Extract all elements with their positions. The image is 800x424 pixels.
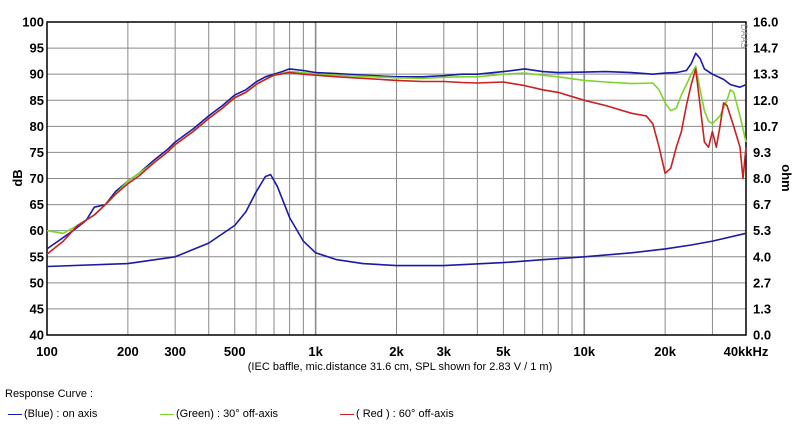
- x-tick-label: 200: [117, 344, 139, 359]
- y-right-tick-label: 12.0: [753, 93, 778, 108]
- x-tick-label: 100: [36, 344, 58, 359]
- legend-title: Response Curve :: [5, 388, 94, 400]
- y-right-tick-label: 16.0: [753, 15, 778, 30]
- y-left-tick-label: 100: [22, 15, 44, 30]
- x-tick-label: 1k: [308, 344, 323, 359]
- y-right-tick-label: 0.0: [753, 328, 771, 343]
- y-right-tick-label: 14.7: [753, 41, 778, 56]
- y-left-tick-label: 60: [30, 223, 44, 238]
- y-left-tick-label: 90: [30, 67, 44, 82]
- y-left-tick-label: 85: [30, 93, 44, 108]
- x-tick-label: 2k: [389, 344, 404, 359]
- legend: Response Curve : (Blue) : on axis (Green…: [0, 380, 800, 424]
- legend-label-green: (Green) : 30° off-axis: [176, 408, 279, 420]
- legend-swatch-green: [160, 413, 174, 415]
- y-right-tick-label: 2.7: [753, 275, 771, 290]
- y-left-tick-label: 40: [30, 328, 44, 343]
- y-left-tick-label: 95: [30, 41, 44, 56]
- y-right-tick-label: 6.7: [753, 197, 771, 212]
- plot-frame: [46, 21, 747, 336]
- y-right-tick-label: 5.3: [753, 223, 771, 238]
- y-left-tick-label: 45: [30, 301, 44, 316]
- x-tick-label: 5k: [496, 344, 511, 359]
- series-line-red-60deg: [46, 68, 747, 255]
- y-left-tick-label: 50: [30, 275, 44, 290]
- y-right-tick-label: 9.3: [753, 145, 771, 160]
- watermark: DAAS: [739, 24, 749, 49]
- y-left-tick-label: 80: [30, 119, 44, 134]
- y-right-tick-label: 1.3: [753, 301, 771, 316]
- series-layer: [46, 52, 747, 268]
- y-axis-label-right: ohm: [779, 164, 794, 191]
- legend-item-red: ( Red ) : 60° off-axis: [340, 408, 454, 420]
- legend-item-blue: (Blue) : on axis: [8, 408, 97, 420]
- y-right-tick-label: 8.0: [753, 171, 771, 186]
- y-right-tick-label: 13.3: [753, 67, 778, 82]
- chart-caption: (IEC baffle, mic.distance 31.6 cm, SPL s…: [248, 361, 552, 373]
- y-left-tick-label: 55: [30, 249, 44, 264]
- legend-item-green: (Green) : 30° off-axis: [160, 408, 278, 420]
- y-left-tick-label: 75: [30, 145, 44, 160]
- legend-label-blue: (Blue) : on axis: [24, 408, 98, 420]
- series-line-impedance: [46, 173, 747, 268]
- x-tick-label: 40kkHz: [724, 344, 769, 359]
- x-tick-label: 300: [164, 344, 186, 359]
- x-tick-label: 10k: [573, 344, 595, 359]
- x-tick-label: 500: [224, 344, 246, 359]
- y-axis-label-left: dB: [10, 169, 25, 186]
- legend-label-red: ( Red ) : 60° off-axis: [356, 408, 454, 420]
- y-right-tick-label: 10.7: [753, 119, 778, 134]
- legend-swatch-red: [340, 413, 354, 415]
- y-left-tick-label: 65: [30, 197, 44, 212]
- x-tick-label: 20k: [654, 344, 676, 359]
- tick-labels: 100 200 300 500 1k 2k 3k 5k 10k 20k 40kkHz 40 45 50 55…: [22, 15, 778, 360]
- y-left-tick-label: 70: [30, 171, 44, 186]
- legend-swatch-blue: [8, 413, 22, 415]
- frequency-response-chart: 100 200 300 500 1k 2k 3k 5k 10k 20k 40kkHz 40 45 50 55…: [10, 14, 794, 373]
- x-tick-label: 3k: [437, 344, 452, 359]
- y-right-tick-label: 4.0: [753, 249, 771, 264]
